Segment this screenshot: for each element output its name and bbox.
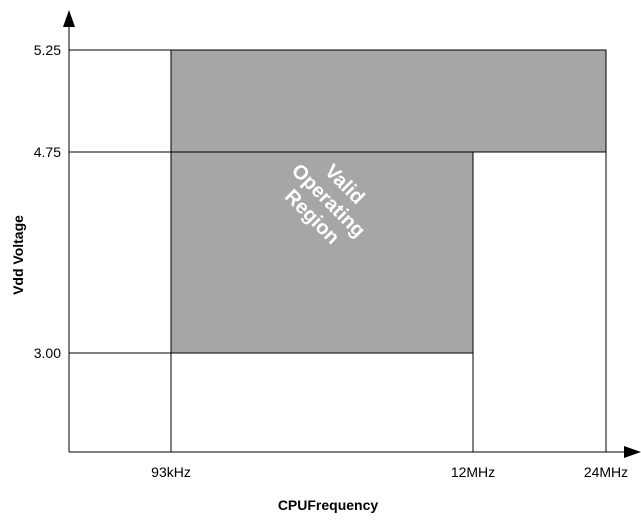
y-tick-label: 5.25 — [34, 42, 61, 58]
valid-operating-region — [170, 49, 607, 354]
y-tick-label: 3.00 — [34, 345, 61, 361]
y-axis-arrow-icon — [63, 10, 75, 27]
y-axis-title: Vdd Voltage — [10, 215, 26, 295]
x-axis-title: CPUFrequency — [278, 497, 379, 513]
x-tick-label: 12MHz — [451, 464, 495, 480]
x-tick-label: 24MHz — [584, 464, 628, 480]
y-tick-label: 4.75 — [34, 144, 61, 160]
x-tick-label: 93kHz — [151, 464, 191, 480]
x-axis-arrow-icon — [624, 446, 641, 458]
